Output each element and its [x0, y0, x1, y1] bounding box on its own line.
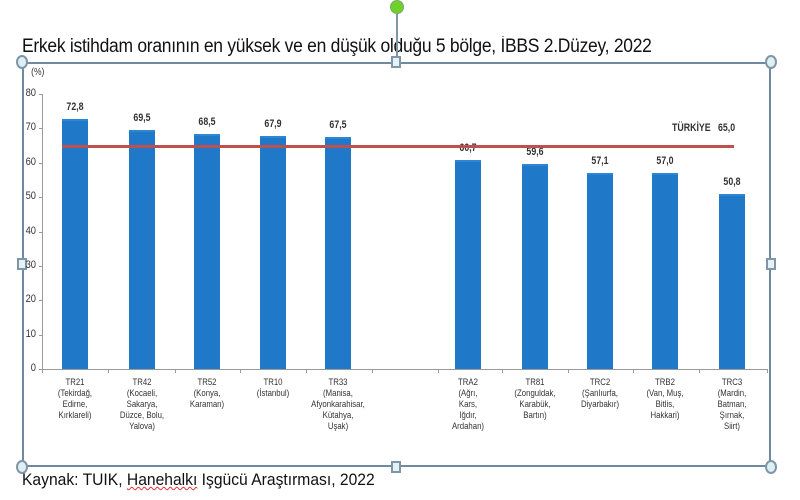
y-tick-mark — [39, 231, 43, 233]
resize-handle-middle-right[interactable] — [766, 258, 776, 270]
resize-handle-middle-left[interactable] — [17, 258, 27, 270]
x-tick-mark — [108, 369, 109, 373]
y-tick-label: 0 — [30, 362, 36, 374]
data-label: 67,5 — [329, 118, 347, 131]
y-tick-mark — [39, 300, 43, 302]
data-label: 69,5 — [133, 112, 151, 125]
bar-tra2 — [455, 160, 481, 369]
data-label: 57,0 — [656, 155, 674, 168]
y-tick-label: 50 — [25, 190, 36, 203]
category-label-trc2: TRC2 (Şanlıurfa, Diyarbakır) — [580, 377, 620, 410]
source-caption: Kaynak: TUIK, Hanehalkı Işgücü Araştırma… — [22, 470, 375, 490]
source-suffix: Işgücü Araştırması, 2022 — [197, 470, 375, 489]
y-tick-mark — [39, 265, 43, 267]
x-tick-mark — [306, 369, 307, 373]
data-label: 57,1 — [591, 154, 609, 167]
x-tick-mark — [767, 369, 768, 373]
reference-line-value: 65,0 — [717, 121, 736, 134]
slide-title: Erkek istihdam oranının en yüksek ve en … — [22, 36, 652, 57]
y-tick-label: 60 — [25, 155, 36, 168]
resize-handle-bottom-center[interactable] — [391, 461, 401, 473]
resize-handle-top-center[interactable] — [391, 56, 401, 68]
y-tick-mark — [39, 334, 43, 336]
category-label-tr10: TR10 (İstanbul) — [256, 377, 290, 399]
category-label-tr33: TR33 (Manisa, Afyonkarahisar, Kütahya, Uşak) — [311, 377, 365, 432]
category-label-tr42: TR42 (Kocaeli, Sakarya, Düzce, Bolu, Yalova) — [119, 377, 165, 432]
rotation-handle-stem — [396, 12, 398, 64]
y-tick-mark — [39, 128, 43, 130]
turkiye-average-label: TÜRKİYE 65,0 — [672, 122, 735, 134]
bar-tr81 — [522, 164, 548, 369]
reference-line-name: TÜRKİYE — [672, 121, 711, 134]
x-tick-mark — [372, 369, 373, 373]
resize-handle-bottom-right[interactable] — [765, 460, 777, 474]
y-tick-mark — [39, 162, 43, 164]
x-tick-mark — [175, 369, 176, 373]
source-misspelled-word: Hanehalkı — [126, 470, 198, 489]
y-tick-mark — [39, 369, 43, 370]
x-tick-mark — [568, 369, 569, 373]
y-tick-mark — [39, 94, 43, 95]
x-axis — [42, 369, 767, 370]
y-tick-mark — [39, 197, 43, 199]
category-label-tra2: TRA2 (Ağrı, Kars, Iğdır, Ardahan) — [451, 377, 485, 432]
data-label: 72,8 — [66, 100, 84, 113]
x-tick-mark — [438, 369, 439, 373]
bar-tr33 — [325, 136, 351, 369]
y-axis-unit-label: (%) — [31, 67, 45, 78]
bar-trb2 — [652, 173, 678, 369]
y-tick-label: 80 — [25, 87, 36, 99]
category-label-trc3: TRC3 (Mardin, Batman, Şırnak, Siirt) — [717, 377, 747, 432]
resize-handle-top-right[interactable] — [765, 55, 777, 69]
category-label-tr21: TR21 (Tekirdağ, Edirne, Kırklareli) — [57, 377, 93, 421]
x-tick-mark — [699, 369, 700, 373]
bar-tr10 — [260, 135, 286, 369]
category-label-trb2: TRB2 (Van, Muş, Bitlis, Hakkari) — [646, 377, 684, 421]
data-label: 68,5 — [198, 115, 216, 128]
bar-trc3 — [719, 194, 745, 369]
x-tick-mark — [502, 369, 503, 373]
y-tick-label: 30 — [25, 258, 36, 271]
bar-tr52 — [194, 133, 220, 369]
category-label-tr81: TR81 (Zonguldak, Karabük, Bartın) — [514, 377, 556, 421]
y-tick-label: 20 — [25, 293, 36, 306]
category-label-tr52: TR52 (Konya, Karaman) — [189, 377, 225, 410]
y-tick-label: 70 — [25, 121, 36, 134]
resize-handle-bottom-left[interactable] — [16, 460, 28, 474]
bar-tr42 — [129, 130, 155, 369]
turkiye-average-line — [62, 144, 734, 148]
data-label: 59,6 — [526, 146, 544, 159]
bar-tr21 — [62, 118, 88, 369]
bar-trc2 — [587, 172, 613, 369]
x-tick-mark — [240, 369, 241, 373]
y-tick-label: 40 — [25, 224, 36, 237]
x-tick-mark — [633, 369, 634, 373]
y-tick-label: 10 — [25, 327, 36, 340]
source-prefix: Kaynak: TUIK, — [22, 470, 127, 489]
rotation-handle[interactable] — [390, 0, 404, 14]
resize-handle-top-left[interactable] — [16, 55, 28, 69]
x-tick-mark — [42, 369, 43, 373]
data-label: 67,9 — [264, 117, 282, 130]
data-label: 50,8 — [723, 176, 741, 189]
